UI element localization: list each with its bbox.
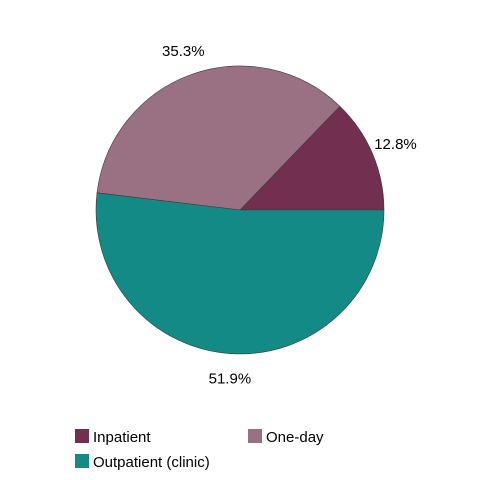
pie-slice-inpatient [239, 105, 385, 211]
legend-label-outpatient-clinic: Outpatient (clinic) [93, 454, 210, 471]
legend-swatch-outpatient-clinic [75, 454, 89, 468]
data-label-inpatient: 12.8% [374, 136, 417, 153]
legend-swatch-inpatient [75, 429, 89, 443]
pie-slice-outpatient-clinic [95, 192, 385, 355]
legend-label-one-day: One-day [266, 429, 324, 446]
legend-label-inpatient: Inpatient [93, 429, 151, 446]
pie-slice-one-day [96, 65, 341, 211]
data-label-one-day: 35.3% [162, 43, 205, 60]
legend: Inpatient One-day Outpatient (clinic) [75, 429, 324, 471]
pie-slices [95, 65, 385, 355]
legend-swatch-one-day [248, 429, 262, 443]
data-label-outpatient-clinic: 51.9% [209, 371, 252, 388]
pie-data-labels: 12.8% 35.3% 51.9% [162, 43, 417, 388]
